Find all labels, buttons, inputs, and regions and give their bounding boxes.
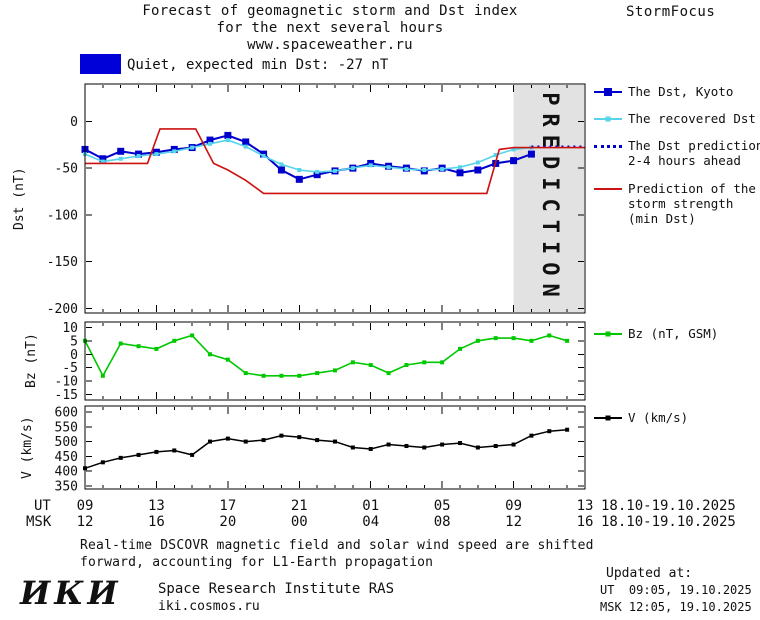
updated-ut: UT 09:05, 19.10.2025 <box>600 583 752 597</box>
svg-text:09: 09 <box>505 498 522 514</box>
ut-date-range: 18.10-19.10.2025 <box>601 498 736 514</box>
legend-label-recovered-dst: The recovered Dst <box>628 111 756 126</box>
legend-label-dst-prediction: The Dst prediction 2-4 hours ahead <box>628 138 760 168</box>
recovered-dst-swatch <box>594 116 622 122</box>
svg-text:10: 10 <box>62 321 78 336</box>
legend-dst-kyoto: The Dst, Kyoto <box>594 84 760 99</box>
bz-swatch <box>594 331 622 337</box>
title-line-2: for the next several hours <box>216 20 444 36</box>
msk-row-label: MSK <box>26 514 52 530</box>
svg-text:-50: -50 <box>55 162 78 177</box>
storm-strength-swatch <box>594 188 622 190</box>
svg-text:12: 12 <box>77 514 94 530</box>
footer-note-line2: forward, accounting for L1-Earth propaga… <box>80 555 434 570</box>
svg-text:450: 450 <box>55 450 78 465</box>
svg-text:600: 600 <box>55 405 78 420</box>
svg-text:5: 5 <box>70 334 78 349</box>
svg-text:-15: -15 <box>55 388 78 403</box>
dst-kyoto-swatch <box>594 88 622 96</box>
footer-note-line1: Real-time DSCOVR magnetic field and sola… <box>80 538 594 553</box>
svg-text:350: 350 <box>55 480 78 495</box>
svg-text:05: 05 <box>434 498 451 514</box>
bz-axis-label: Bz (nT) <box>24 333 39 389</box>
svg-text:500: 500 <box>55 435 78 450</box>
svg-text:400: 400 <box>55 465 78 480</box>
svg-text:16: 16 <box>577 514 594 530</box>
svg-text:12: 12 <box>505 514 522 530</box>
svg-text:0: 0 <box>70 115 78 130</box>
v-swatch <box>594 415 622 421</box>
svg-text:09: 09 <box>77 498 94 514</box>
svg-text:21: 21 <box>291 498 308 514</box>
svg-text:00: 00 <box>291 514 308 530</box>
updated-at-label: Updated at: <box>606 566 693 581</box>
page-title: Forecast of geomagnetic storm and Dst in… <box>80 3 580 54</box>
legend-recovered-dst: The recovered Dst <box>594 111 760 126</box>
legend-storm-strength: Prediction of the storm strength (min Ds… <box>594 181 760 226</box>
quiet-dst-swatch <box>80 54 121 74</box>
svg-text:20: 20 <box>219 514 236 530</box>
dst-prediction-swatch <box>594 145 622 148</box>
dst-axis-label: Dst (nT) <box>12 167 27 230</box>
legend-dst-prediction: The Dst prediction 2-4 hours ahead <box>594 138 760 168</box>
iki-logo: ИКИ <box>20 574 122 612</box>
svg-text:01: 01 <box>362 498 379 514</box>
svg-text:-150: -150 <box>47 255 78 270</box>
svg-text:PREDICTION: PREDICTION <box>537 92 562 304</box>
svg-text:08: 08 <box>434 514 451 530</box>
legend-label-dst-kyoto: The Dst, Kyoto <box>628 84 734 99</box>
svg-text:0: 0 <box>70 348 78 363</box>
legend-v: V (km/s) <box>594 410 760 425</box>
svg-text:-200: -200 <box>47 302 78 317</box>
legend-label-v: V (km/s) <box>628 410 689 425</box>
legend-label-bz: Bz (nT, GSM) <box>628 326 719 341</box>
svg-text:13: 13 <box>577 498 594 514</box>
title-url[interactable]: www.spaceweather.ru <box>247 37 413 53</box>
svg-text:13: 13 <box>148 498 165 514</box>
legend-label-storm-strength: Prediction of the storm strength (min Ds… <box>628 181 756 226</box>
svg-text:16: 16 <box>148 514 165 530</box>
svg-text:-100: -100 <box>47 208 78 223</box>
svg-text:550: 550 <box>55 420 78 435</box>
svg-text:-10: -10 <box>55 375 78 390</box>
svg-text:17: 17 <box>219 498 236 514</box>
institute-name: Space Research Institute RAS <box>158 581 395 597</box>
updated-msk: MSK 12:05, 19.10.2025 <box>600 600 752 614</box>
institute-site-link[interactable]: iki.cosmos.ru <box>158 599 260 614</box>
quiet-status-text: Quiet, expected min Dst: -27 nT <box>127 57 389 73</box>
ut-row-label: UT <box>34 498 51 514</box>
svg-text:04: 04 <box>362 514 379 530</box>
title-line-1: Forecast of geomagnetic storm and Dst in… <box>142 3 518 19</box>
v-axis-label: V (km/s) <box>20 416 35 479</box>
msk-date-range: 18.10-19.10.2025 <box>601 514 736 530</box>
svg-text:-5: -5 <box>62 361 78 376</box>
brand-label: StormFocus <box>626 4 716 20</box>
legend-bz: Bz (nT, GSM) <box>594 326 760 341</box>
